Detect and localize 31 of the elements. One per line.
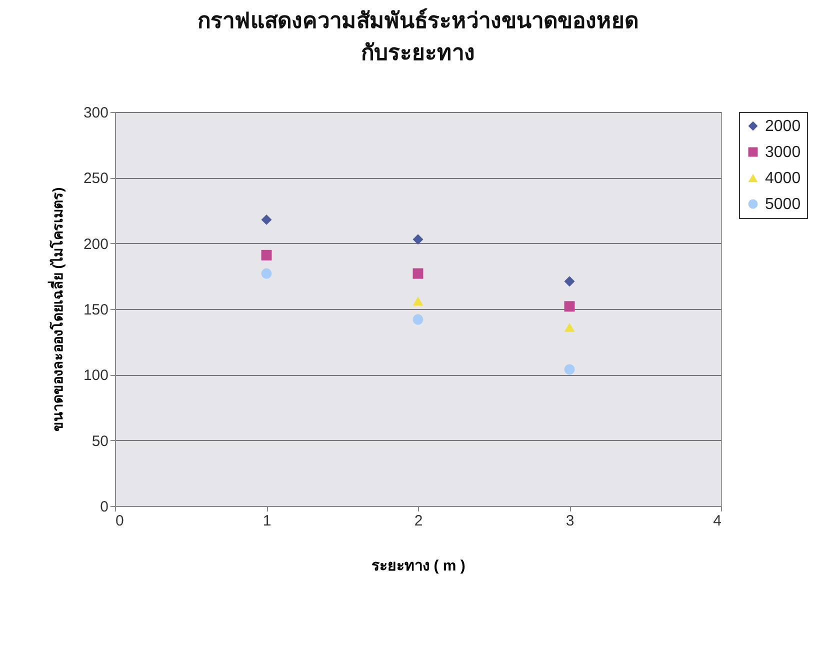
point [412,234,424,245]
point [564,364,575,375]
x-tick-label: 0 [116,512,124,530]
y-tick-label: 200 [83,236,108,253]
point [261,268,272,279]
point [564,276,575,287]
point [564,322,575,332]
y-tick-label: 0 [100,498,108,516]
x-tick-label: 3 [566,512,574,530]
legend-label: 5000 [765,196,801,213]
y-tick-label: 250 [83,170,108,188]
x-tick-label: 1 [262,512,272,530]
point [412,296,424,306]
point [564,301,575,312]
legend-label: 2000 [765,118,801,135]
y-tick-label: 100 [83,367,108,384]
y-axis-title: ขนาดของละอองโดยเฉลี่ย (ไมโครเมตร) [47,187,66,432]
legend-label: 3000 [765,144,801,161]
point [412,314,424,325]
text: กราฟแสดงความสัมพันธ์ระหว่างขนาดของหยด [198,8,638,33]
text: กับระยะทาง [361,40,475,65]
point [261,250,272,260]
x-tick-label: 4 [713,512,722,530]
y-tick-label: 50 [92,432,108,450]
point [261,214,272,225]
x-axis-title: ระยะทาง ( m ) [372,558,466,574]
y-tick-label: 150 [83,302,108,318]
x-tick-label: 2 [414,512,423,530]
y-tick-label: 300 [83,104,108,122]
legend-label: 4000 [765,170,801,187]
point [412,268,424,279]
